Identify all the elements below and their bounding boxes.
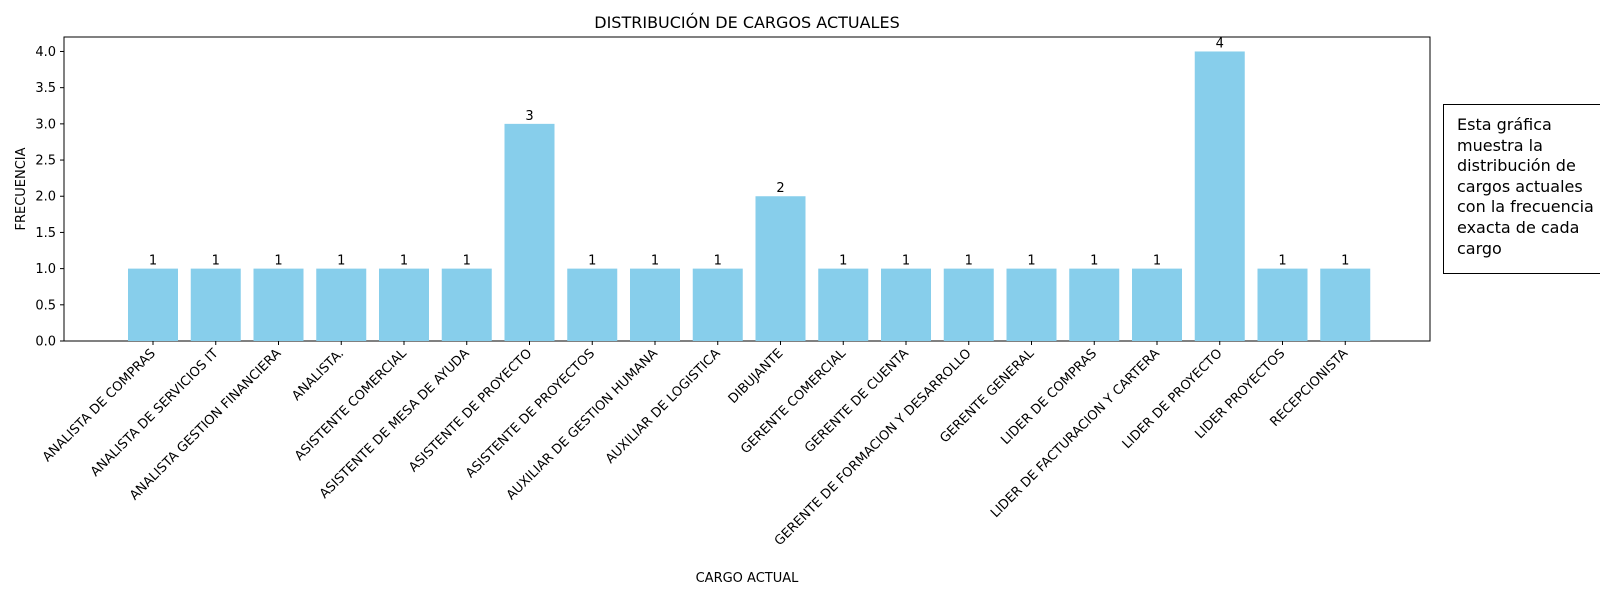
bar-value-label: 1 — [714, 254, 722, 269]
x-tick-label: ANALISTA. — [289, 346, 347, 404]
bar-value-label: 1 — [400, 254, 408, 269]
bar — [379, 268, 429, 341]
y-tick-label: 3.0 — [35, 117, 56, 132]
bar — [818, 268, 869, 341]
x-axis-label: CARGO ACTUAL — [696, 571, 800, 586]
bar — [567, 268, 618, 341]
bar-value-label: 1 — [149, 254, 157, 269]
bar — [504, 123, 555, 341]
y-tick-label: 3.5 — [35, 81, 56, 96]
bar — [1320, 268, 1371, 341]
x-tick-label: GERENTE COMERCIAL — [738, 346, 849, 457]
y-axis-label: FRECUENCIA — [14, 147, 29, 230]
bar — [1257, 268, 1308, 341]
x-tick-label: DIBUJANTE — [726, 346, 787, 407]
bar — [316, 268, 367, 341]
bar — [253, 268, 304, 341]
bar — [755, 196, 806, 341]
bar-value-label: 1 — [965, 254, 973, 269]
y-tick-label: 0.0 — [35, 335, 56, 350]
y-axis: 0.0 0.5 1.0 1.5 2.0 2.5 3.0 3.5 4.0 — [35, 45, 64, 350]
y-tick-label: 1.5 — [35, 226, 56, 241]
bar-value-label: 1 — [337, 254, 345, 269]
bar-value-label: 1 — [463, 254, 471, 269]
bar-value-label: 1 — [1341, 254, 1349, 269]
bar-value-label: 3 — [525, 109, 533, 124]
bar — [1194, 51, 1245, 341]
chart-title: DISTRIBUCIÓN DE CARGOS ACTUALES — [594, 13, 899, 32]
plot-frame — [63, 36, 1431, 342]
annotation-text: Esta gráfica muestra la distribución de … — [1457, 115, 1594, 258]
bar-value-label: 1 — [274, 254, 282, 269]
bar-labels-group: 1 1 1 1 1 1 3 1 1 1 2 1 1 1 1 1 1 4 1 1 — [149, 36, 1350, 268]
x-tick-label: ANALISTA DE COMPRAS — [40, 346, 159, 465]
bar — [943, 268, 994, 341]
bar-value-label: 1 — [1153, 254, 1161, 269]
bar — [692, 268, 743, 341]
bar — [881, 268, 931, 341]
annotation-box: Esta gráfica muestra la distribución de … — [1443, 104, 1600, 274]
y-tick-label: 4.0 — [35, 45, 56, 60]
x-tick-label: ANALISTA DE SERVICIOS IT — [88, 346, 222, 480]
x-tick-label: ASISTENTE DE PROYECTO — [406, 346, 535, 475]
bar-value-label: 1 — [212, 254, 220, 269]
x-tick-label: GERENTE DE CUENTA — [802, 346, 912, 456]
bar-value-label: 1 — [588, 254, 596, 269]
bar — [441, 268, 492, 341]
bar — [1006, 268, 1057, 341]
bar-value-label: 1 — [1027, 254, 1035, 269]
x-tick-label: ASISTENTE DE PROYECTOS — [463, 346, 598, 481]
bar-value-label: 4 — [1216, 36, 1224, 51]
bar — [1132, 268, 1182, 341]
y-tick-label: 0.5 — [35, 298, 56, 313]
bars-group — [128, 51, 1371, 341]
plot-area: 1 1 1 1 1 1 3 1 1 1 2 1 1 1 1 1 1 4 1 1 0.0 0.5 1.0 1.5 2.0 2.5 3… — [35, 36, 1431, 549]
bar-value-label: 2 — [776, 181, 784, 196]
x-tick-label: ASISTENTE COMERCIAL — [292, 346, 410, 464]
bar — [630, 268, 680, 341]
bar-value-label: 1 — [839, 254, 847, 269]
y-tick-label: 1.0 — [35, 262, 56, 277]
y-tick-label: 2.0 — [35, 190, 56, 205]
bar — [190, 268, 241, 341]
y-tick-label: 2.5 — [35, 154, 56, 169]
bar-value-label: 1 — [1278, 254, 1286, 269]
x-tick-label: AUXILIAR DE LOGISTICA — [603, 346, 724, 467]
bar-value-label: 1 — [902, 254, 910, 269]
bar — [128, 268, 178, 341]
bar — [1069, 268, 1120, 341]
bar-value-label: 1 — [651, 254, 659, 269]
bar-value-label: 1 — [1090, 254, 1098, 269]
